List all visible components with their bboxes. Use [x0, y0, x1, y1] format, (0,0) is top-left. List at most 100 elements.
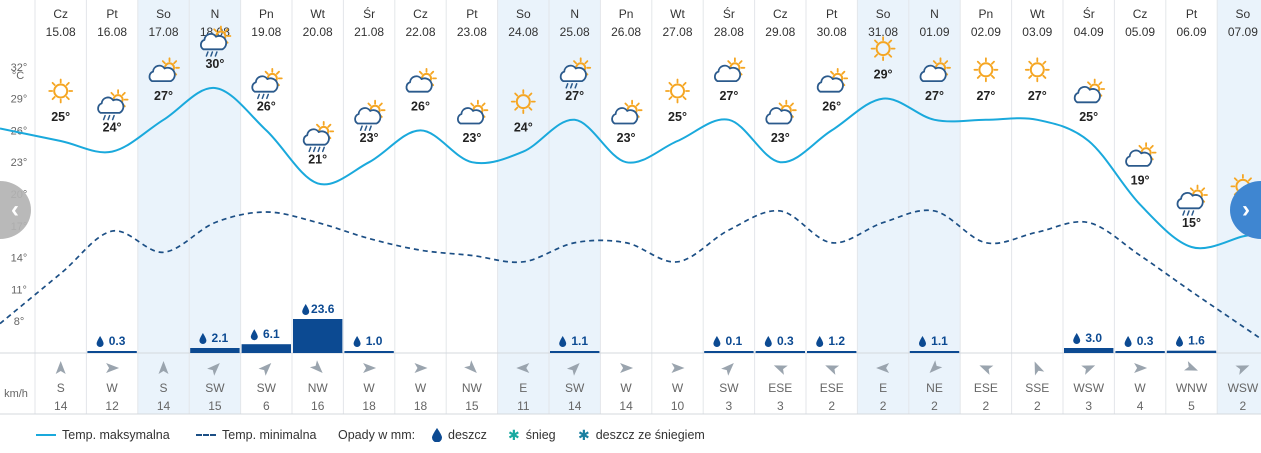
tmax-label: 24°: [514, 121, 533, 135]
wind-direction: ESE: [820, 381, 844, 395]
rain-label: 1.0: [366, 334, 383, 348]
wind-speed: 2: [828, 399, 835, 413]
cloud-sun-icon: [816, 68, 849, 93]
day-name: Cz: [413, 7, 428, 21]
wind-arrow-icon: [1034, 361, 1045, 376]
wind-speed: 3: [777, 399, 784, 413]
wind-arrow-icon: [106, 363, 120, 373]
rain-bar: [807, 351, 857, 353]
wind-speed: 4: [1137, 399, 1144, 413]
chart-legend: Temp. maksymalna Temp. minimalna Opady w…: [0, 423, 1261, 449]
tmax-label: 19°: [1131, 174, 1150, 188]
wind-direction: SW: [565, 381, 585, 395]
wind-direction: W: [1134, 381, 1146, 395]
wind-arrow-icon: [207, 363, 220, 376]
wind-speed: 3: [1085, 399, 1092, 413]
cloud-sun-icon: [765, 99, 797, 125]
rain-bar: [1115, 351, 1165, 353]
day-date: 19.08: [251, 25, 281, 39]
wind-speed: 5: [1188, 399, 1195, 413]
rain-bar: [755, 351, 805, 353]
day-date: 05.09: [1125, 25, 1155, 39]
day-name: Pt: [1186, 7, 1198, 21]
tmin-series-line: [0, 209, 1261, 340]
day-date: 31.08: [868, 25, 898, 39]
tmax-label: 27°: [719, 89, 738, 103]
tmax-label: 25°: [51, 110, 70, 124]
day-date: 07.09: [1228, 25, 1258, 39]
legend-snow: ✱ śnieg: [508, 428, 556, 442]
cloud-rain-sun-icon: [97, 89, 129, 121]
day-date: 30.08: [817, 25, 847, 39]
tmax-label: 15°: [1182, 216, 1201, 230]
tmax-label: 27°: [925, 89, 944, 103]
rain-label: 1.6: [1188, 334, 1205, 348]
cloud-rain-sun-icon: [354, 99, 386, 131]
rain-label: 1.2: [828, 334, 845, 348]
wind-speed: 10: [671, 399, 685, 413]
day-name: Wt: [1030, 7, 1045, 21]
day-date: 16.08: [97, 25, 127, 39]
y-tick-label: 8°: [14, 316, 25, 328]
wind-speed: 18: [362, 399, 376, 413]
snowflake-icon: ✱: [508, 427, 520, 443]
rain-label: 0.3: [1137, 334, 1154, 348]
day-date: 29.08: [765, 25, 795, 39]
wind-arrow-icon: [876, 363, 890, 373]
tmax-label: 30°: [205, 57, 224, 71]
day-name: Pt: [106, 7, 118, 21]
day-name: So: [156, 7, 171, 21]
wind-speed: 15: [208, 399, 222, 413]
wind-direction: ESE: [768, 381, 792, 395]
day-date: 15.08: [46, 25, 76, 39]
y-tick-label: 23°: [11, 157, 28, 169]
tmax-series-line: [0, 86, 1261, 250]
wind-speed: 11: [517, 399, 530, 413]
wind-arrow-icon: [309, 360, 323, 373]
rain-bar: [1166, 350, 1217, 353]
legend-rain-label: deszcz: [448, 428, 487, 442]
sun-icon: [510, 89, 536, 114]
legend-mixed: ✱ deszcz ze śniegiem: [578, 428, 705, 442]
rain-bar: [344, 351, 394, 353]
wind-speed: 2: [1240, 399, 1247, 413]
legend-mixed-label: deszcz ze śniegiem: [595, 428, 705, 442]
tmax-label: 27°: [1028, 89, 1047, 103]
rain-label: 23.6: [311, 302, 335, 316]
wind-direction: W: [415, 381, 427, 395]
rain-bar: [293, 319, 343, 353]
wind-direction: WSW: [1228, 381, 1259, 395]
cloud-sun-icon: [148, 57, 180, 82]
wind-speed: 18: [414, 399, 428, 413]
tmax-label: 23°: [462, 131, 481, 145]
wind-speed: 6: [263, 399, 270, 413]
day-date: 27.08: [662, 25, 692, 39]
tmax-label: 26°: [257, 99, 276, 113]
legend-tmin-swatch: [196, 434, 216, 436]
wind-direction: ESE: [974, 381, 998, 395]
wind-arrow-icon: [363, 363, 377, 373]
tmax-label: 23°: [771, 131, 790, 145]
raindrop-icon: [713, 336, 721, 347]
cloud-sun-icon: [405, 68, 437, 93]
cloud-heavy-rain-icon: [302, 121, 335, 153]
day-date: 02.09: [971, 25, 1001, 39]
day-date: 01.09: [919, 25, 949, 39]
wind-arrow-icon: [158, 361, 169, 374]
cloud-sun-icon: [714, 57, 746, 82]
wind-direction: E: [519, 381, 527, 395]
day-name: Pn: [619, 7, 634, 21]
cloud-rain-sun-icon: [559, 57, 592, 89]
day-date: 03.09: [1022, 25, 1052, 39]
rain-bar: [241, 344, 291, 353]
wind-speed: 3: [726, 399, 733, 413]
wind-direction: SW: [257, 381, 277, 395]
tmax-label: 25°: [1079, 110, 1098, 124]
raindrop-icon: [559, 336, 567, 347]
rain-bar: [87, 351, 137, 353]
tmax-label: 27°: [976, 89, 995, 103]
wind-arrow-icon: [566, 363, 580, 376]
raindrop-icon: [199, 333, 207, 345]
day-name: Cz: [53, 7, 68, 21]
wind-arrow-icon: [1235, 365, 1250, 375]
